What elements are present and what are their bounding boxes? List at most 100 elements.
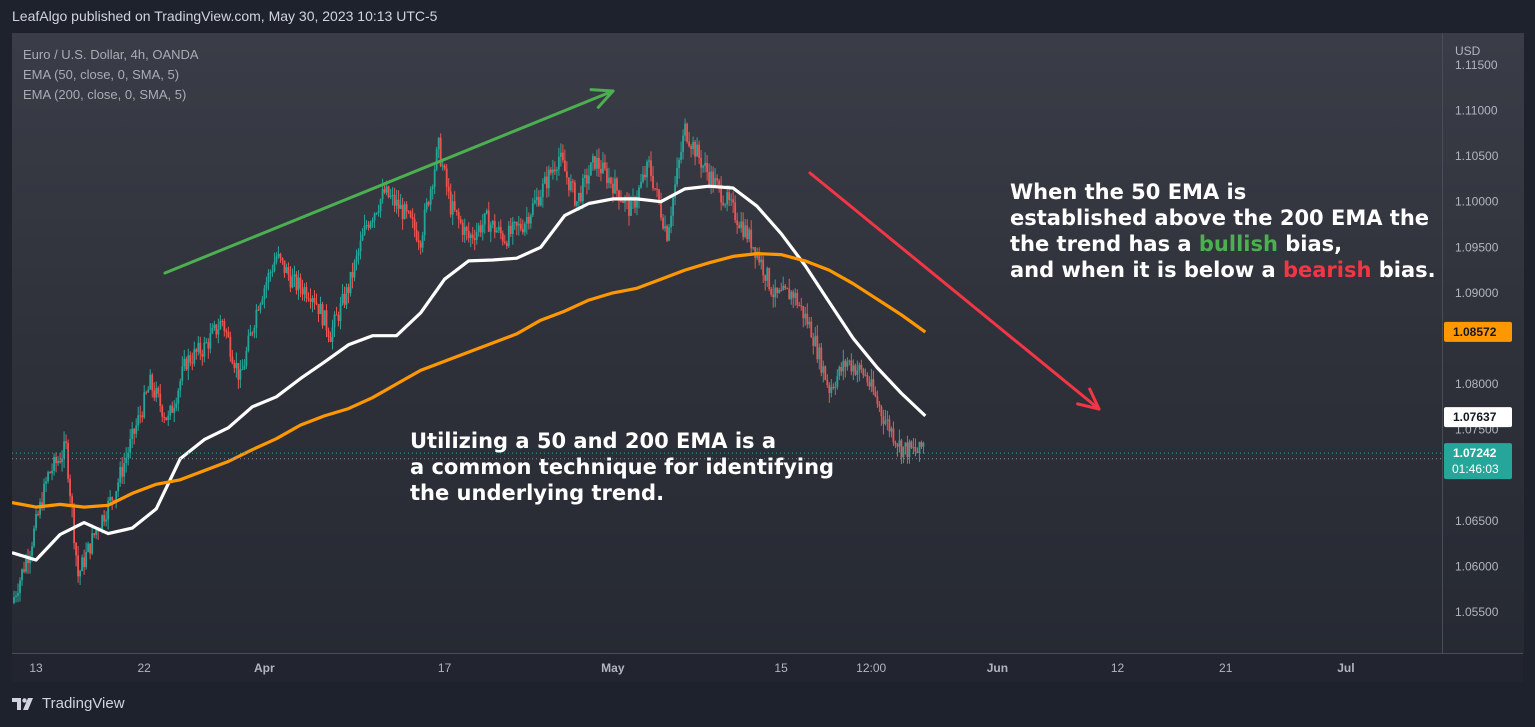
candle-body	[157, 388, 160, 394]
candle-body	[337, 315, 340, 321]
candle-body	[353, 261, 356, 278]
candle-body	[561, 152, 564, 161]
candle-body	[724, 204, 727, 206]
candle-body	[291, 276, 294, 288]
downtrend-arrow[interactable]	[808, 171, 1101, 411]
candle-body	[23, 569, 25, 572]
time-scale[interactable]: 13 22 Apr 17 May 15 12:00 Jun 12 21 Jul	[12, 653, 1523, 682]
candle-body	[239, 369, 242, 380]
legend-ema200[interactable]: EMA (200, close, 0, SMA, 5)	[23, 87, 187, 102]
chart-plot-area[interactable]	[12, 33, 1442, 653]
time-tick-label: 22	[138, 661, 152, 675]
candle-body	[638, 187, 640, 201]
candle-body	[103, 515, 106, 522]
candle-body	[47, 472, 49, 482]
candle-body	[381, 189, 384, 200]
candle-body	[680, 151, 682, 160]
candle-body	[275, 256, 278, 263]
candle-body	[620, 200, 622, 202]
candle-body	[153, 390, 156, 398]
candle-body	[598, 157, 600, 169]
candle-body	[323, 310, 326, 326]
candle-body	[563, 160, 566, 172]
candle-body	[758, 251, 761, 263]
candle-body	[730, 199, 733, 201]
candle-body	[533, 200, 536, 204]
candle-body	[854, 365, 857, 375]
candle-body	[810, 321, 813, 338]
candle-body	[397, 199, 400, 209]
legend-symbol[interactable]: Euro / U.S. Dollar, 4h, OANDA	[23, 47, 199, 62]
price-chart-svg[interactable]	[12, 33, 1442, 653]
candle-body	[369, 222, 372, 228]
candle-body	[15, 595, 17, 597]
candle-body	[123, 463, 126, 477]
candle-body	[109, 497, 112, 501]
candle-body	[690, 146, 692, 150]
candle-body	[297, 277, 300, 291]
candle-body	[229, 336, 232, 357]
candle-body	[81, 557, 84, 572]
candle-body	[115, 491, 118, 502]
candle-body	[886, 419, 889, 421]
candle-body	[547, 169, 550, 189]
candle-body	[373, 213, 376, 221]
candle-body	[311, 298, 314, 302]
candle-body	[73, 507, 75, 543]
candle-body	[686, 123, 688, 142]
candle-body	[77, 555, 80, 577]
candle-body	[299, 277, 302, 289]
candle-body	[858, 364, 861, 371]
candle-body	[251, 332, 254, 334]
candle-body	[309, 299, 312, 302]
candle-body	[227, 332, 230, 337]
note-line: Utilizing a 50 and 200 EMA is a	[410, 429, 777, 453]
candle-body	[794, 293, 797, 298]
candle-body	[802, 306, 805, 319]
candle-body	[515, 222, 518, 226]
candle-body	[467, 230, 470, 238]
candle-body	[197, 342, 200, 352]
time-tick-label: 15	[774, 661, 788, 675]
candle-body	[459, 218, 462, 223]
candle-body	[742, 221, 745, 237]
candle-body	[377, 211, 380, 214]
note-line: established above the 200 EMA the	[1010, 206, 1430, 230]
candle-body	[285, 267, 288, 273]
price-tick-label: 1.09000	[1455, 286, 1499, 300]
candle-body	[776, 287, 779, 293]
candle-body	[569, 181, 572, 191]
candle-body	[423, 209, 426, 236]
candle-body	[688, 141, 690, 147]
candle-body	[712, 171, 715, 186]
candle-body	[862, 369, 865, 376]
candle-body	[195, 349, 198, 352]
candle-body	[385, 186, 388, 193]
candle-body	[830, 386, 833, 393]
candle-body	[445, 168, 448, 187]
candle-body	[778, 290, 781, 293]
candle-body	[676, 167, 678, 185]
candle-body	[19, 580, 21, 594]
candle-body	[784, 285, 787, 289]
candle-body	[644, 174, 646, 178]
candle-body	[511, 222, 514, 234]
uptrend-arrow[interactable]	[163, 88, 615, 275]
candle-body	[648, 160, 650, 162]
candle-body	[335, 314, 338, 316]
ema50-price-badge: 1.07637	[1453, 410, 1497, 424]
candle-body	[365, 224, 368, 226]
candle-body	[748, 229, 751, 240]
candle-body	[844, 360, 847, 367]
candle-body	[882, 416, 885, 424]
candle-body	[696, 144, 698, 157]
tradingview-logo-icon	[12, 697, 33, 710]
ema200-line[interactable]	[12, 252, 927, 509]
legend-ema50[interactable]: EMA (50, close, 0, SMA, 5)	[23, 67, 180, 82]
ema50-line[interactable]	[12, 184, 927, 562]
candle-body	[628, 198, 630, 216]
price-scale[interactable]: USD 1.11500 1.11000 1.10500 1.10000 1.09500 1.…	[1442, 33, 1524, 653]
candle-body	[161, 406, 164, 417]
footer-brand[interactable]: TradingView	[12, 695, 125, 712]
candle-body	[822, 366, 825, 373]
